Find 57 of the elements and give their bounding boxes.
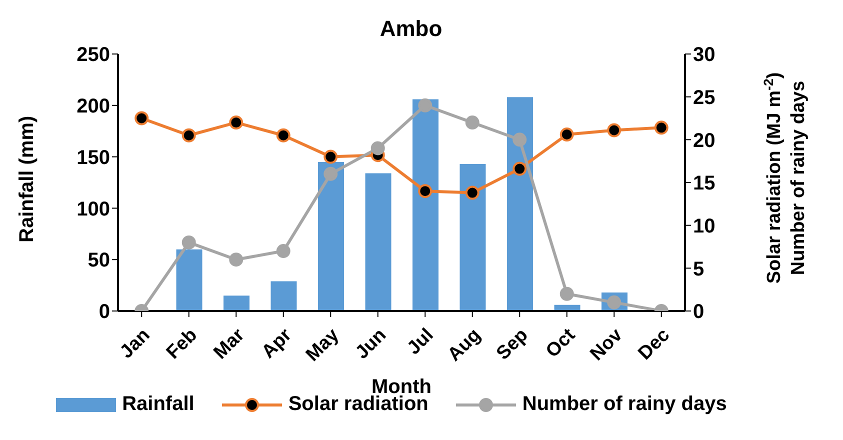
x-tick-label: Dec [634, 324, 674, 364]
x-tick-label: Apr [258, 324, 296, 363]
point [465, 186, 480, 200]
x-tick-label: Oct [542, 324, 580, 362]
point [370, 141, 385, 156]
bar [270, 281, 297, 311]
x-tick-label: Aug [444, 324, 485, 366]
x-tick-label: Jul [403, 324, 438, 359]
y-tick-label: 100 [76, 198, 110, 220]
x-tick-label: Mar [210, 324, 250, 364]
bar [412, 99, 438, 311]
point [324, 166, 338, 181]
point [229, 252, 244, 267]
point [182, 235, 196, 250]
bar [365, 173, 392, 311]
chart-title: Ambo [380, 16, 442, 41]
x-tick-label: Feb [162, 324, 202, 364]
x-tick-label: Jun [352, 324, 390, 364]
y2-tick-label: 5 [693, 258, 704, 280]
bar [224, 296, 250, 311]
legend-label: Solar radiation [288, 393, 428, 416]
bar [176, 249, 202, 311]
y2-tick-label: 0 [693, 301, 704, 324]
point [560, 128, 574, 142]
y2-tick-label: 20 [693, 130, 716, 152]
y2-tick-label: 10 [693, 215, 716, 238]
point [512, 162, 527, 176]
point [276, 244, 290, 258]
bar [460, 164, 486, 311]
point [134, 111, 149, 126]
point [465, 116, 480, 130]
y-tick-label: 50 [88, 250, 110, 272]
point [654, 120, 668, 135]
point [324, 150, 338, 164]
point [418, 98, 432, 112]
y2-tick-label: 25 [693, 86, 716, 109]
legend-label: Rainfall [122, 393, 194, 416]
x-tick-label: Nov [586, 324, 628, 365]
x-tick-label: Jan [116, 324, 154, 363]
point [418, 184, 432, 198]
y-tick-label: 200 [76, 96, 110, 118]
point [182, 128, 196, 142]
y-tick-label: 0 [98, 301, 110, 324]
y2-tick-label: 15 [693, 172, 716, 195]
point [607, 123, 622, 138]
point [512, 132, 527, 147]
y-tick-label: 150 [76, 146, 110, 169]
point [276, 128, 290, 142]
y-tick-label: 250 [76, 44, 110, 66]
y-axis-title: Rainfall (mm) [16, 116, 38, 242]
point [560, 286, 574, 301]
point [229, 116, 244, 130]
bar [318, 162, 344, 311]
bar [507, 97, 533, 311]
x-tick-label: Sep [492, 324, 532, 364]
legend-label: Number of rainy days [522, 393, 727, 416]
y2-tick-label: 30 [693, 44, 716, 66]
